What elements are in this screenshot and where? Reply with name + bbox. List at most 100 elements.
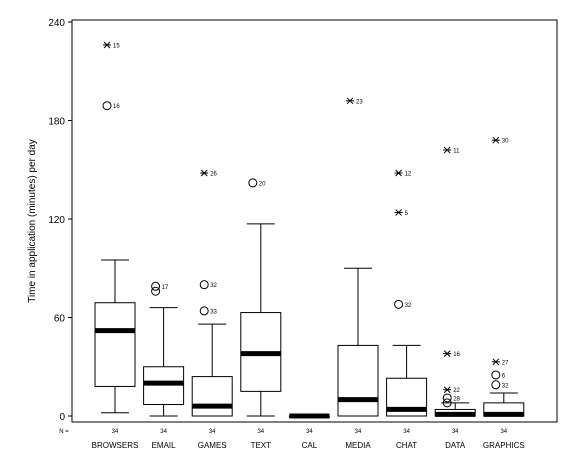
star-marker-stroke	[200, 169, 208, 177]
outlier-chat: 5	[394, 209, 409, 217]
outlier-label: 6	[502, 373, 506, 379]
box-email	[143, 307, 185, 417]
outlier-data: 28	[442, 393, 461, 403]
outlier-label: 33	[210, 309, 217, 315]
n-value: 34	[500, 429, 507, 435]
star-marker-stroke	[443, 146, 451, 154]
box-iqr	[337, 344, 379, 417]
star-marker-stroke	[492, 358, 500, 366]
category-label: GRAPHICS	[483, 441, 525, 450]
outlier-media: 23	[346, 97, 363, 105]
outlier-label: 11	[453, 149, 460, 155]
circle-marker	[199, 280, 209, 290]
circle-marker	[442, 398, 452, 408]
circle-marker	[151, 286, 161, 296]
n-value: 34	[209, 429, 216, 435]
outlier-label: 15	[113, 43, 120, 49]
box-media	[337, 267, 379, 417]
category-label: DATA	[445, 441, 466, 450]
box-chat	[386, 344, 428, 417]
outlier-browsers: 16	[102, 101, 120, 111]
star-marker-stroke	[103, 41, 111, 49]
box-iqr	[94, 302, 136, 387]
star-marker-stroke	[492, 136, 500, 144]
outlier-label: 22	[453, 388, 460, 394]
box-data	[434, 402, 476, 417]
outlier-chat: 32	[394, 299, 412, 309]
outlier-data: 22	[443, 386, 461, 394]
y-tick-label: 0	[59, 412, 65, 423]
outlier-label: 27	[502, 360, 509, 366]
outlier-email	[151, 286, 161, 296]
box-games	[191, 323, 233, 417]
outlier-data	[442, 398, 452, 408]
outlier-label: 32	[405, 303, 412, 309]
star-marker-stroke	[395, 169, 402, 177]
outlier-label: 5	[405, 211, 409, 217]
category-label: CAL	[302, 441, 318, 450]
outlier-label: 23	[356, 99, 363, 105]
y-tick-label: 120	[48, 215, 65, 226]
outlier-label: 28	[453, 396, 460, 402]
y-axis-ticks: 0 60 120 180 240	[48, 18, 72, 423]
outlier-label: 12	[405, 172, 412, 178]
outlier-graphics: 30	[491, 136, 509, 145]
outlier-label: 20	[259, 181, 266, 187]
outlier-label: 30	[502, 139, 509, 145]
n-value: 34	[112, 429, 119, 435]
n-value: 34	[306, 429, 313, 435]
circle-marker	[248, 178, 258, 188]
category-label: CHAT	[396, 441, 417, 450]
x-axis-categories: BROWSERS 34 EMAIL 34 GAMES 34 TEXT 34 CAL 34 MEDIA…	[92, 429, 525, 450]
outlier-games: 32	[199, 280, 218, 290]
outlier-label: 26	[210, 172, 217, 178]
outlier-data: 16	[443, 350, 461, 358]
box-browsers	[94, 259, 136, 414]
n-value: 34	[160, 429, 167, 435]
star-marker-stroke	[395, 209, 402, 216]
category-label: GAMES	[198, 441, 227, 450]
outlier-graphics: 27	[491, 358, 509, 366]
category-label: MEDIA	[345, 441, 371, 450]
category-label: BROWSERS	[92, 441, 139, 450]
outlier-chat: 12	[394, 169, 412, 178]
box-series	[94, 223, 525, 419]
category-label: TEXT	[251, 441, 272, 450]
y-tick-label: 240	[48, 18, 65, 29]
outlier-label: 16	[113, 104, 120, 110]
y-tick-label: 60	[54, 314, 66, 325]
circle-marker	[151, 281, 161, 291]
star-marker-stroke	[443, 386, 451, 394]
circle-marker	[442, 393, 452, 403]
n-value: 34	[355, 429, 362, 435]
circle-marker	[491, 380, 501, 390]
n-label: N =	[59, 429, 69, 435]
outlier-graphics: 6	[491, 370, 506, 380]
outlier-label: 17	[162, 285, 169, 291]
star-marker-stroke	[443, 350, 451, 357]
outlier-data: 11	[443, 146, 460, 155]
box-graphics	[483, 392, 525, 417]
outlier-games: 33	[199, 306, 218, 316]
circle-marker	[394, 299, 404, 309]
y-tick-label: 180	[48, 117, 65, 128]
outlier-label: 32	[210, 283, 217, 289]
n-value: 34	[257, 429, 264, 435]
outlier-email: 17	[151, 281, 169, 291]
category-label: EMAIL	[152, 441, 177, 450]
outlier-games: 26	[200, 169, 218, 178]
plot-frame	[71, 19, 558, 423]
box-text	[240, 223, 282, 417]
circle-marker	[102, 101, 112, 111]
box-iqr	[191, 376, 233, 417]
outlier-label: 16	[453, 352, 460, 358]
circle-marker	[491, 370, 501, 380]
outlier-label: 32	[502, 383, 509, 389]
n-value: 34	[452, 429, 459, 435]
outlier-markers: 15 16 17 26 32 33 20 23 12 5 32 11 16 22 28 30 27 6 32	[102, 41, 509, 408]
box-cal	[288, 413, 330, 419]
y-axis-label: Time in application (minutes) per day	[27, 139, 38, 303]
outlier-text: 20	[248, 178, 266, 188]
circle-marker	[199, 306, 209, 316]
